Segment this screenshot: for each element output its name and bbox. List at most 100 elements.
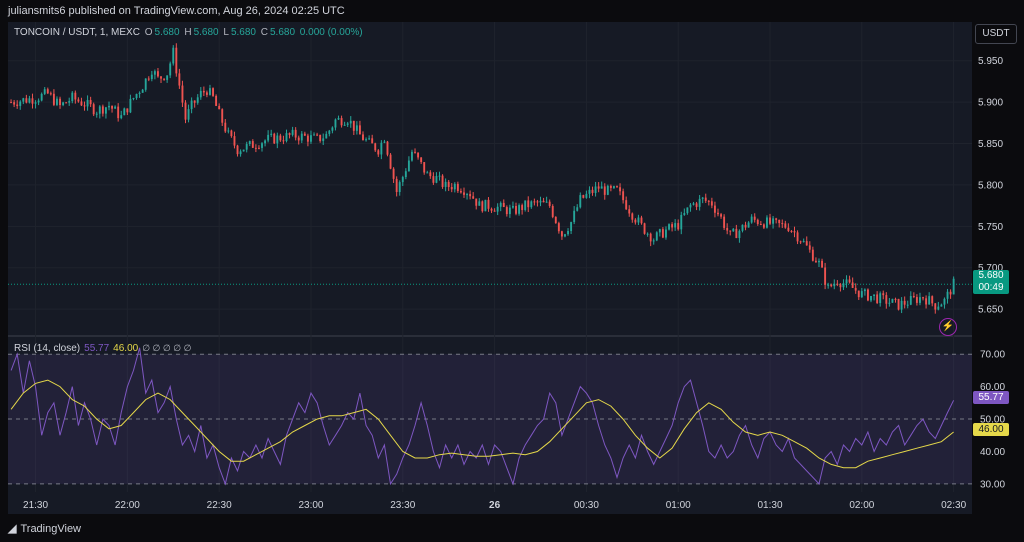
time-tick-label: 21:30	[23, 500, 48, 511]
price-tick-label: 5.950	[978, 56, 1003, 67]
candle-down	[420, 157, 423, 163]
candle-down	[677, 223, 680, 230]
candle-up	[879, 293, 882, 304]
candle-up	[132, 98, 135, 100]
candle-up	[62, 102, 65, 106]
candle-down	[582, 195, 585, 198]
candle-up	[606, 185, 609, 195]
candle-down	[459, 191, 462, 193]
candle-up	[138, 92, 141, 94]
candle-up	[888, 302, 891, 304]
candle-down	[548, 201, 551, 206]
candle-up	[264, 140, 267, 144]
candle-up	[802, 241, 805, 243]
rsi-line	[10, 347, 955, 486]
candle-up	[270, 133, 273, 135]
candle-down	[456, 183, 459, 192]
candle-down	[631, 213, 634, 220]
candle-up	[426, 172, 429, 174]
candle-down	[622, 191, 625, 201]
candle-up	[683, 213, 686, 215]
candle-up	[524, 200, 527, 210]
candle-up	[668, 224, 670, 230]
change-value: 0.000 (0.00%)	[299, 27, 363, 38]
low-value: 5.680	[230, 27, 256, 38]
candle-up	[818, 260, 820, 263]
candle-up	[466, 194, 468, 196]
candle-up	[380, 142, 383, 155]
candle-up	[313, 134, 315, 136]
candle-down	[649, 233, 652, 242]
candle-down	[857, 290, 860, 298]
candle-up	[337, 118, 340, 120]
candle-down	[830, 284, 833, 287]
candle-up	[86, 99, 89, 107]
candle-up	[600, 186, 603, 189]
candle-up	[209, 88, 211, 95]
candle-up	[398, 182, 401, 193]
candle-down	[230, 130, 233, 137]
candle-down	[521, 205, 524, 210]
candle-up	[928, 296, 931, 305]
candle-up	[368, 138, 371, 140]
candle-up	[567, 231, 569, 235]
candle-down	[854, 287, 857, 291]
candle-up	[172, 47, 175, 64]
candle-up	[120, 115, 123, 119]
currency-button[interactable]: USDT	[975, 24, 1017, 44]
candle-down	[821, 260, 823, 268]
close-label: C	[260, 27, 268, 38]
candle-down	[775, 218, 778, 220]
price-tick-label: 5.850	[978, 139, 1003, 150]
candle-down	[625, 200, 628, 210]
candle-up	[665, 229, 667, 238]
candle-down	[616, 186, 618, 188]
candle-down	[805, 241, 808, 246]
candle-down	[781, 223, 784, 225]
candle-down	[591, 189, 594, 193]
rsi-title[interactable]: RSI (14, close)	[14, 343, 81, 354]
candle-down	[218, 105, 221, 110]
candle-up	[129, 98, 132, 113]
candle-up	[444, 181, 447, 187]
price-tick-label: 5.900	[978, 98, 1003, 109]
candle-down	[536, 201, 539, 203]
candle-up	[104, 107, 107, 114]
candle-up	[701, 197, 704, 199]
candle-up	[637, 217, 640, 223]
candle-down	[236, 145, 239, 155]
candle-up	[499, 202, 502, 207]
candle-up	[576, 207, 579, 211]
candle-down	[759, 224, 762, 226]
candle-down	[49, 93, 52, 95]
time-tick-label: 22:30	[207, 500, 232, 511]
candle-down	[423, 162, 426, 173]
candle-down	[74, 92, 77, 100]
candle-down	[52, 93, 55, 105]
candle-up	[579, 195, 582, 208]
tradingview-logo[interactable]: ◢ TradingView	[8, 522, 81, 535]
candle-up	[153, 71, 156, 75]
candle-down	[273, 133, 276, 144]
candle-up	[141, 89, 144, 93]
time-tick-label: 26	[489, 500, 501, 511]
lightning-icon[interactable]: ⚡	[939, 318, 957, 336]
candle-down	[769, 217, 771, 224]
candle-up	[22, 98, 25, 102]
candle-up	[300, 133, 303, 141]
candle-down	[386, 141, 389, 155]
price-tick-label: 5.700	[978, 263, 1003, 274]
symbol-name[interactable]: TONCOIN / USDT, 1, MEXC	[14, 27, 140, 38]
candle-down	[560, 231, 563, 237]
candle-down	[212, 88, 214, 96]
candle-down	[720, 214, 723, 217]
candle-up	[355, 125, 358, 131]
candle-down	[744, 224, 747, 228]
candle-up	[658, 229, 661, 233]
candle-down	[717, 212, 719, 215]
candle-up	[909, 296, 912, 305]
candle-up	[545, 201, 548, 203]
candle-down	[811, 249, 814, 261]
